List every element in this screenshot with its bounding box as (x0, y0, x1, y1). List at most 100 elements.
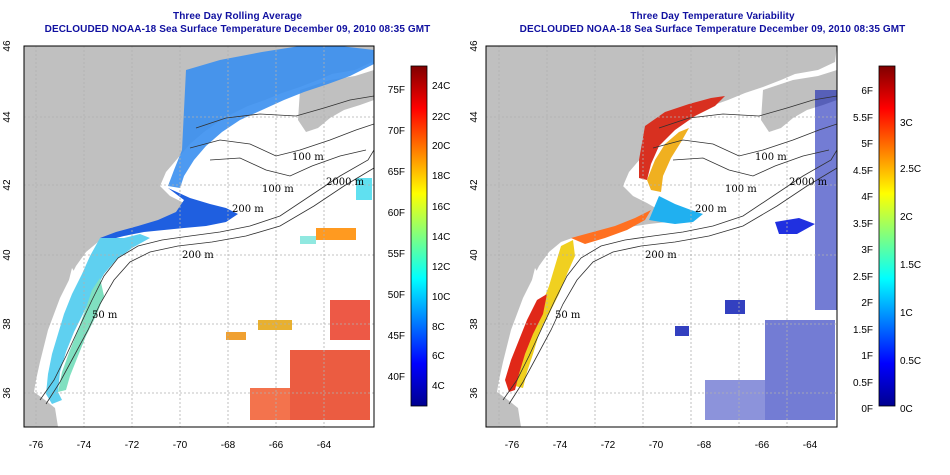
lon-tick: -76 (505, 440, 520, 451)
colorbar-c-label: 0C (900, 404, 913, 415)
colorbar-c-label: 22C (432, 112, 450, 123)
colorbar-f-label: 50F (388, 290, 405, 301)
variability-band (571, 210, 651, 244)
colorbar-c-label: 6C (432, 351, 445, 362)
lon-tick: -72 (125, 440, 140, 451)
depth-label: 2000 m (326, 177, 365, 188)
lon-tick: -74 (77, 440, 92, 451)
depth-label: 50 m (92, 310, 118, 321)
right-map-panel: Three Day Temperature Variability DECLOU… (469, 0, 950, 475)
depth-label: 2000 m (789, 177, 828, 188)
colorbar-gradient (878, 65, 896, 407)
panel-title: Three Day Rolling Average (172, 11, 303, 22)
sst-offshore-patches (226, 178, 372, 420)
lon-axis: -76 -74 -72 -70 -68 -66 -64 (505, 440, 818, 451)
lat-axis: 46 44 42 40 38 36 (469, 40, 480, 399)
map-figure: 100 m 2000 m 100 m 200 m 200 m 50 m -76 … (2, 40, 450, 451)
map-frame (23, 45, 375, 428)
colorbar-f-label: 5F (861, 139, 873, 150)
lat-tick: 44 (2, 111, 13, 123)
land-mass (761, 70, 837, 132)
lat-tick: 42 (2, 179, 13, 191)
colorbar-c-label: 0.5C (900, 356, 921, 367)
panel-subtitle: DECLOUDED NOAA-18 Sea Surface Temperatur… (519, 24, 906, 35)
colorbar: 6F 5.5F 5F 4.5F 4F 3.5F 3F 2.5F 2F 1.5F … (853, 65, 921, 415)
colorbar-f-label: 0F (861, 404, 873, 415)
colorbar-f-label: 40F (388, 372, 405, 383)
colorbar-f-label: 70F (388, 126, 405, 137)
lon-tick: -72 (601, 440, 616, 451)
variability-band (639, 96, 725, 180)
panel-title: Three Day Temperature Variability (630, 11, 795, 22)
colorbar-c-label: 2.5C (900, 164, 921, 175)
colorbar-f-label: 2.5F (853, 272, 873, 283)
depth-label: 100 m (292, 152, 324, 163)
variability-band (775, 218, 815, 234)
grid-lines (486, 46, 837, 427)
lat-tick: 38 (2, 318, 13, 330)
colorbar-f-label: 5.5F (853, 113, 873, 124)
colorbar-c-label: 4C (432, 381, 445, 392)
variability-band (515, 240, 575, 388)
lon-tick: -64 (803, 440, 818, 451)
depth-label: 100 m (725, 184, 757, 195)
lat-tick: 36 (2, 387, 13, 399)
lon-tick: -68 (697, 440, 712, 451)
sst-coastal-band (58, 278, 104, 392)
variability-band (505, 294, 547, 392)
colorbar-f-label: 4F (861, 192, 873, 203)
colorbar-c-label: 10C (432, 292, 450, 303)
depth-labels: 100 m 2000 m 100 m 200 m 200 m 50 m (555, 152, 828, 321)
lon-tick: -76 (29, 440, 44, 451)
lon-tick: -74 (553, 440, 568, 451)
depth-label: 100 m (262, 184, 294, 195)
depth-label: 200 m (232, 204, 264, 215)
colorbar-c-label: 16C (432, 202, 450, 213)
depth-label: 200 m (645, 250, 677, 261)
lat-axis: 46 44 42 40 38 36 (2, 40, 13, 399)
colorbar-c-label: 14C (432, 232, 450, 243)
colorbar-c-label: 24C (432, 81, 450, 92)
colorbar-f-label: 3F (861, 245, 873, 256)
lat-tick: 38 (469, 318, 480, 330)
panel-subtitle: DECLOUDED NOAA-18 Sea Surface Temperatur… (44, 24, 431, 35)
map-area: 100 m 2000 m 100 m 200 m 200 m 50 m (24, 46, 374, 427)
map-area: 100 m 2000 m 100 m 200 m 200 m 50 m (486, 46, 837, 427)
bathymetry-contours (39, 95, 374, 405)
colorbar-f-label: 60F (388, 208, 405, 219)
colorbar-c-label: 18C (432, 171, 450, 182)
colorbar-f-label: 3.5F (853, 219, 873, 230)
depth-label: 200 m (695, 204, 727, 215)
depth-label: 50 m (555, 310, 581, 321)
colorbar-f-label: 55F (388, 249, 405, 260)
depth-label: 100 m (755, 152, 787, 163)
colorbar-f-label: 75F (388, 85, 405, 96)
colorbar-c-label: 12C (432, 262, 450, 273)
lon-axis: -76 -74 -72 -70 -68 -66 -64 (29, 440, 332, 451)
sst-coastal-band (100, 188, 238, 240)
lon-tick: -68 (221, 440, 236, 451)
colorbar: 75F 70F 65F 60F 55F 50F 45F 40F 24C 22C … (388, 65, 450, 407)
colorbar-f-label: 1F (861, 351, 873, 362)
grid-lines (24, 46, 374, 427)
bathymetry-contours (502, 95, 837, 405)
variability-offshore (675, 90, 837, 420)
land-mass (24, 46, 374, 427)
colorbar-c-label: 20C (432, 141, 450, 152)
variability-band (647, 128, 689, 192)
colorbar-f-label: 1.5F (853, 325, 873, 336)
variability-band (649, 196, 703, 224)
colorbar-f-label: 45F (388, 331, 405, 342)
colorbar-c-label: 1.5C (900, 260, 921, 271)
depth-label: 200 m (182, 250, 214, 261)
lon-tick: -66 (269, 440, 284, 451)
lat-tick: 40 (2, 249, 13, 261)
depth-labels: 100 m 2000 m 100 m 200 m 200 m 50 m (92, 152, 365, 321)
colorbar-f-label: 0.5F (853, 378, 873, 389)
lon-tick: -70 (173, 440, 188, 451)
map-frame (485, 45, 838, 428)
lon-tick: -66 (755, 440, 770, 451)
colorbar-c-label: 2C (900, 212, 913, 223)
lat-tick: 46 (469, 40, 480, 52)
colorbar-f-label: 6F (861, 86, 873, 97)
